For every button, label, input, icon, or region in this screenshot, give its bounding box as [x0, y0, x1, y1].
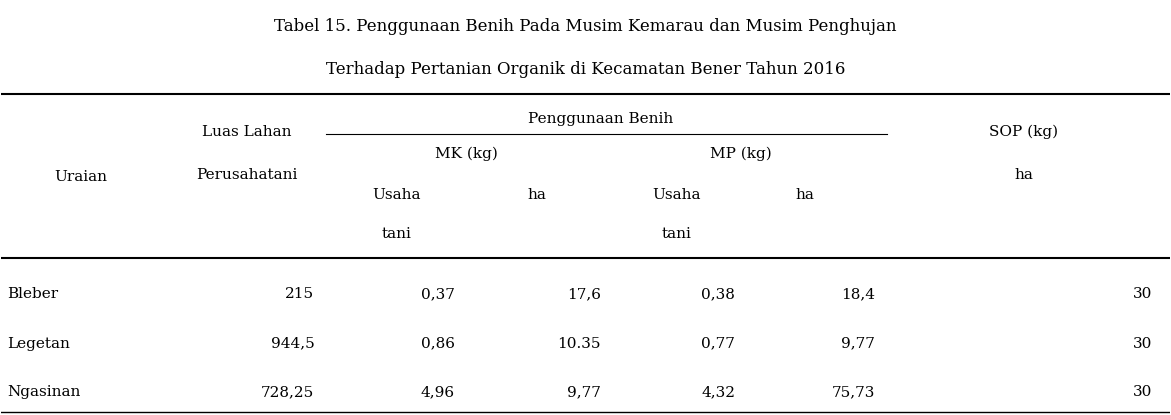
Text: 10.35: 10.35 — [557, 337, 601, 351]
Text: 4,96: 4,96 — [420, 385, 454, 399]
Text: Bleber: Bleber — [7, 287, 59, 301]
Text: 4,32: 4,32 — [701, 385, 735, 399]
Text: 0,77: 0,77 — [701, 337, 735, 351]
Text: ha: ha — [795, 188, 815, 202]
Text: ha: ha — [1014, 168, 1033, 181]
Text: 30: 30 — [1132, 337, 1152, 351]
Text: Usaha: Usaha — [372, 188, 420, 202]
Text: Tabel 15. Penggunaan Benih Pada Musim Kemarau dan Musim Penghujan: Tabel 15. Penggunaan Benih Pada Musim Ke… — [274, 18, 897, 35]
Text: ha: ha — [527, 188, 546, 202]
Text: 0,37: 0,37 — [420, 287, 454, 301]
Text: Perusahatani: Perusahatani — [196, 168, 297, 181]
Text: 0,86: 0,86 — [420, 337, 454, 351]
Text: 9,77: 9,77 — [841, 337, 875, 351]
Text: MK (kg): MK (kg) — [434, 147, 498, 161]
Text: Uraian: Uraian — [54, 170, 108, 183]
Text: 9,77: 9,77 — [567, 385, 601, 399]
Text: 944,5: 944,5 — [271, 337, 315, 351]
Text: Ngasinan: Ngasinan — [7, 385, 81, 399]
Text: Luas Lahan: Luas Lahan — [201, 125, 292, 139]
Text: 17,6: 17,6 — [567, 287, 601, 301]
Text: tani: tani — [662, 227, 692, 241]
Text: tani: tani — [382, 227, 411, 241]
Text: Terhadap Pertanian Organik di Kecamatan Bener Tahun 2016: Terhadap Pertanian Organik di Kecamatan … — [326, 61, 845, 78]
Text: 30: 30 — [1132, 385, 1152, 399]
Text: 728,25: 728,25 — [261, 385, 315, 399]
Text: 215: 215 — [286, 287, 315, 301]
Text: 30: 30 — [1132, 287, 1152, 301]
Text: SOP (kg): SOP (kg) — [989, 125, 1059, 139]
Text: Penggunaan Benih: Penggunaan Benih — [528, 112, 673, 126]
Text: Usaha: Usaha — [652, 188, 701, 202]
Text: MP (kg): MP (kg) — [710, 147, 772, 161]
Text: 75,73: 75,73 — [831, 385, 875, 399]
Text: 18,4: 18,4 — [841, 287, 875, 301]
Text: Legetan: Legetan — [7, 337, 70, 351]
Text: 0,38: 0,38 — [701, 287, 735, 301]
